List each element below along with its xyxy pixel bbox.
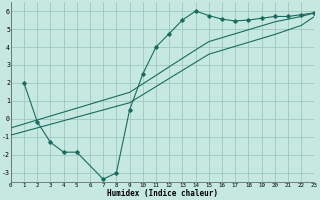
X-axis label: Humidex (Indice chaleur): Humidex (Indice chaleur) [107,189,218,198]
